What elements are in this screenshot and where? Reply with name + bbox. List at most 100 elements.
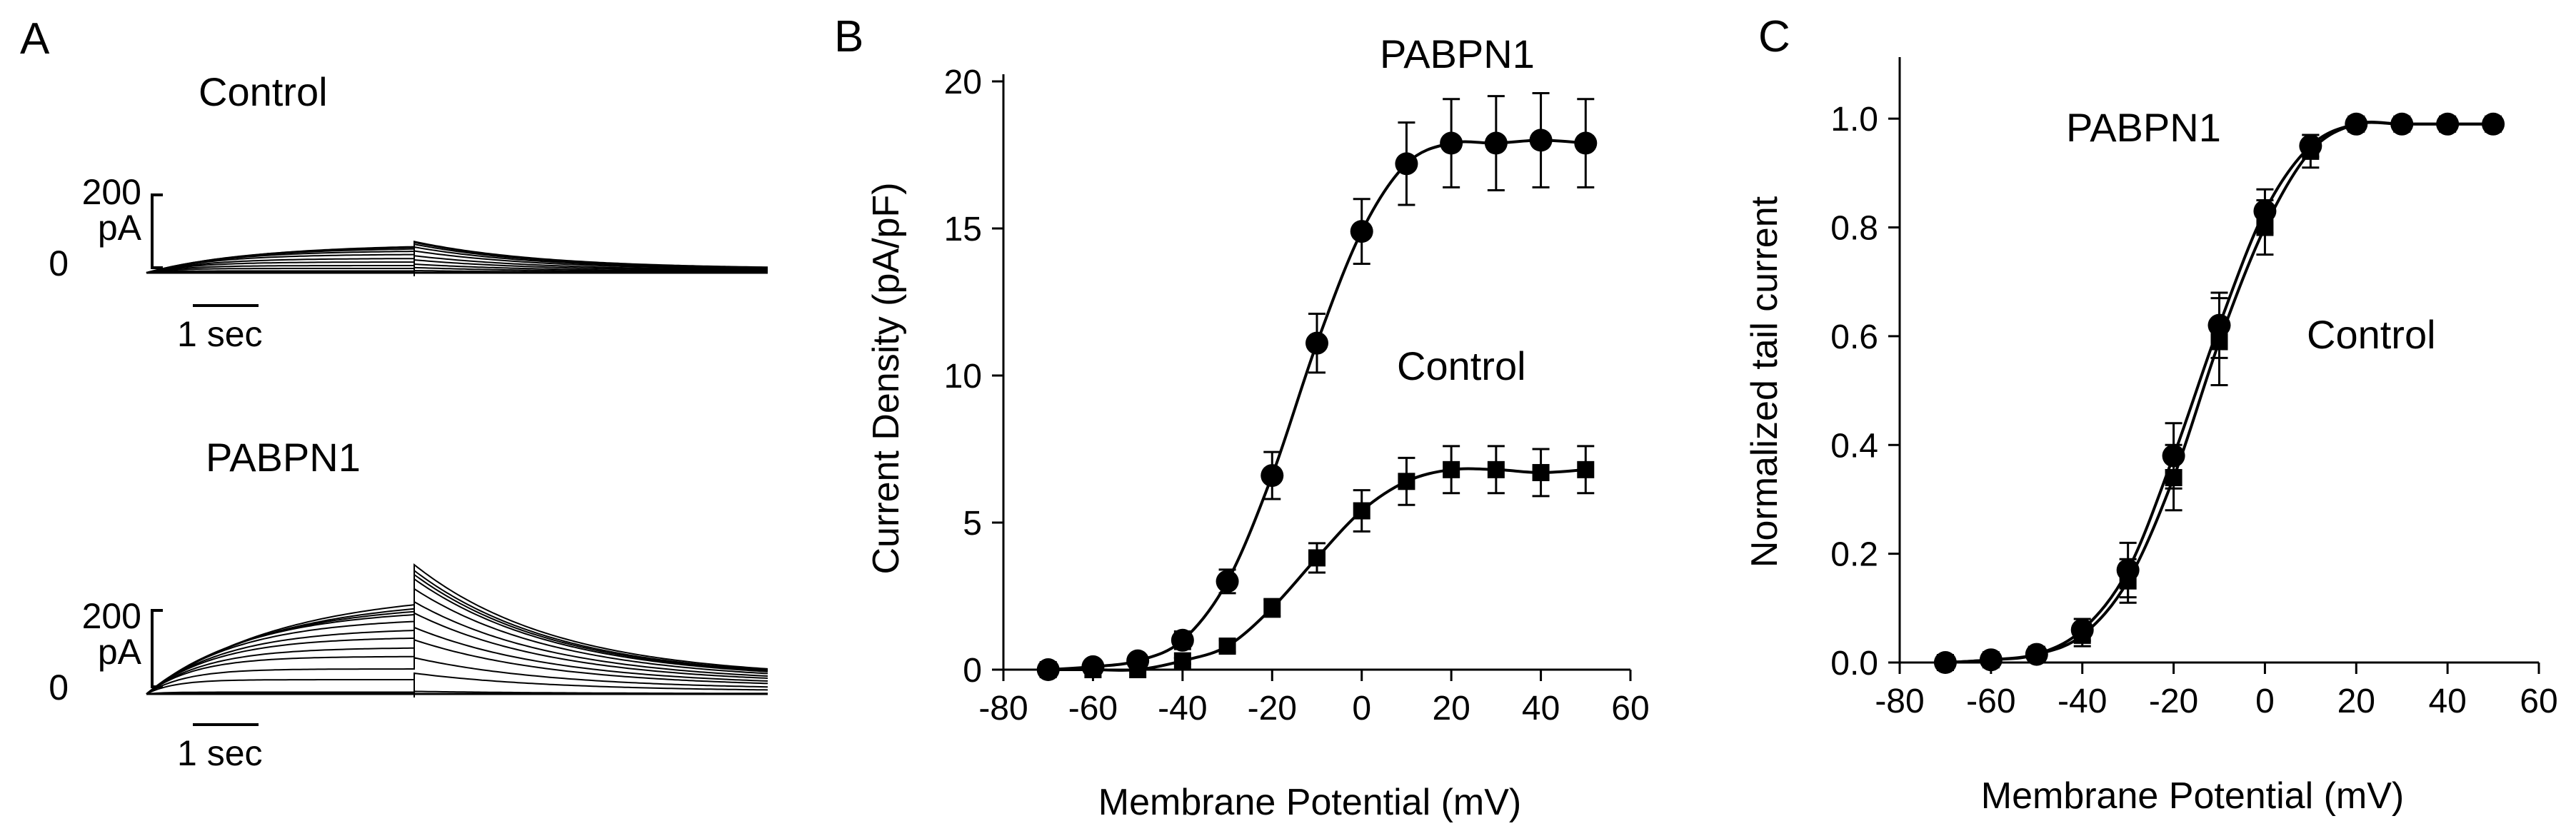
panel-c-plot: -80 -60 -40 -20 0 20 40 60 0.0 0.2 0.4 0.6 0.8 1.0	[1830, 57, 2558, 720]
x-tick-label: -80	[978, 690, 1028, 727]
y-tick-label: 10	[944, 358, 982, 396]
pabpn1-data-point	[1171, 628, 1194, 652]
x-tick-label: 60	[2520, 683, 2557, 720]
panel-c-control-label: Control	[2307, 312, 2436, 357]
control-data-point	[1936, 654, 1954, 671]
panel-b-pabpn1-label: PABPN1	[1380, 31, 1535, 76]
current-trace	[146, 240, 768, 273]
y-tick-label: 5	[963, 505, 982, 543]
pabpn1-fit-line	[1048, 139, 1586, 671]
x-tick-label: -40	[2058, 683, 2107, 720]
y-tick-label: 0.0	[1830, 645, 1878, 683]
y-tick-label: 0.2	[1830, 536, 1878, 574]
pabpn1-data-point	[1350, 220, 1373, 243]
x-tick-label: -80	[1875, 683, 1924, 720]
panel-b-ylabel: Current Density (pA/pF)	[866, 182, 907, 574]
control-traces	[146, 240, 768, 276]
control-data-point	[1129, 661, 1147, 678]
y-tick-label: 0	[963, 652, 982, 690]
x-tick-label: -40	[1158, 690, 1207, 727]
control-data-point	[2347, 115, 2365, 133]
current-trace	[146, 612, 768, 695]
pabpn1-data-point	[1395, 152, 1418, 176]
control-data-point	[1398, 473, 1415, 490]
pabpn1-fit-line	[1945, 121, 2494, 664]
panel-b-plot: -80 -60 -40 -20 0 20 40 60 0 5 10 15 20	[944, 64, 1650, 727]
panel-b-letter: B	[834, 12, 863, 61]
control-data-point	[1443, 460, 1460, 478]
pabpn1-scale-bar: 200 pA 0 1 sec	[49, 596, 262, 773]
pabpn1-data-point	[1484, 131, 1508, 155]
pabpn1-scale-top: 200	[82, 596, 141, 636]
control-data-point	[1532, 463, 1550, 481]
control-data-point	[2302, 142, 2320, 160]
pabpn1-scale-unit: pA	[98, 632, 142, 672]
panel-b: B -80 -60 -40 -20 0 20 40 60 0 5 10 15 20 PABPN1 Con…	[834, 12, 1650, 823]
x-tick-label: -60	[1068, 690, 1118, 727]
current-trace	[146, 255, 768, 273]
control-data-point	[2485, 115, 2502, 133]
x-tick-label: -20	[2149, 683, 2198, 720]
pabpn1-time-scale: 1 sec	[177, 733, 263, 773]
control-data-point	[1308, 549, 1325, 567]
panel-b-control-label: Control	[1397, 343, 1526, 388]
panel-b-xlabel: Membrane Potential (mV)	[1098, 782, 1521, 823]
panel-a: A Control PABPN1 200 pA 0 1 sec 200 pA 0…	[20, 14, 768, 773]
pabpn1-data-point	[1261, 464, 1284, 488]
control-data-point	[1084, 661, 1102, 678]
current-trace	[146, 259, 768, 273]
control-data-point	[2210, 333, 2228, 351]
control-data-point	[2165, 468, 2182, 486]
control-data-point	[1982, 651, 2000, 669]
control-data-point	[2028, 645, 2045, 663]
control-scale-top: 200	[82, 172, 141, 212]
x-tick-label: 0	[2255, 683, 2275, 720]
x-tick-label: 0	[1352, 690, 1371, 727]
panel-a-pabpn1-label: PABPN1	[206, 435, 361, 480]
x-tick-label: 20	[2337, 683, 2375, 720]
x-tick-label: 60	[1611, 690, 1649, 727]
y-tick-label: 0.6	[1830, 318, 1878, 356]
y-tick-label: 0.8	[1830, 210, 1878, 248]
control-data-point	[1039, 661, 1057, 678]
pabpn1-data-point	[1440, 131, 1463, 155]
current-trace	[146, 563, 768, 695]
y-tick-label: 0.4	[1830, 427, 1878, 465]
panel-a-control-label: Control	[199, 69, 328, 114]
control-data-point	[2393, 115, 2411, 133]
y-tick-label: 1.0	[1830, 101, 1878, 139]
pabpn1-traces	[146, 563, 768, 697]
control-data-point	[1577, 460, 1595, 478]
control-data-point	[1218, 638, 1236, 655]
y-tick-label: 20	[944, 64, 982, 101]
x-tick-label: 40	[2428, 683, 2466, 720]
panel-c-ylabel: Normalized tail current	[1744, 196, 1785, 568]
y-tick-label: 15	[944, 211, 982, 248]
pabpn1-data-point	[1305, 331, 1328, 355]
current-trace	[146, 672, 768, 695]
panel-c-xlabel: Membrane Potential (mV)	[1981, 775, 2404, 817]
current-trace	[146, 626, 768, 695]
control-data-point	[2073, 626, 2091, 644]
current-trace	[146, 266, 768, 273]
x-tick-label: 40	[1522, 690, 1560, 727]
current-trace	[146, 638, 768, 695]
current-trace	[146, 250, 768, 273]
pabpn1-scale-zero: 0	[49, 668, 69, 707]
control-data-point	[1353, 502, 1370, 520]
control-scale-unit: pA	[98, 208, 142, 248]
current-trace	[146, 569, 768, 695]
control-fit-line	[1945, 121, 2494, 664]
current-trace	[146, 587, 768, 695]
pabpn1-data-point	[1574, 131, 1598, 155]
control-time-scale: 1 sec	[177, 314, 263, 354]
control-data-point	[2439, 115, 2457, 133]
pabpn1-data-point	[1216, 570, 1239, 593]
control-data-point	[1263, 599, 1281, 617]
x-tick-label: -20	[1248, 690, 1297, 727]
panel-a-letter: A	[20, 14, 50, 64]
pabpn1-data-point	[1529, 129, 1553, 152]
control-data-point	[2256, 218, 2274, 236]
x-tick-label: 20	[1432, 690, 1470, 727]
